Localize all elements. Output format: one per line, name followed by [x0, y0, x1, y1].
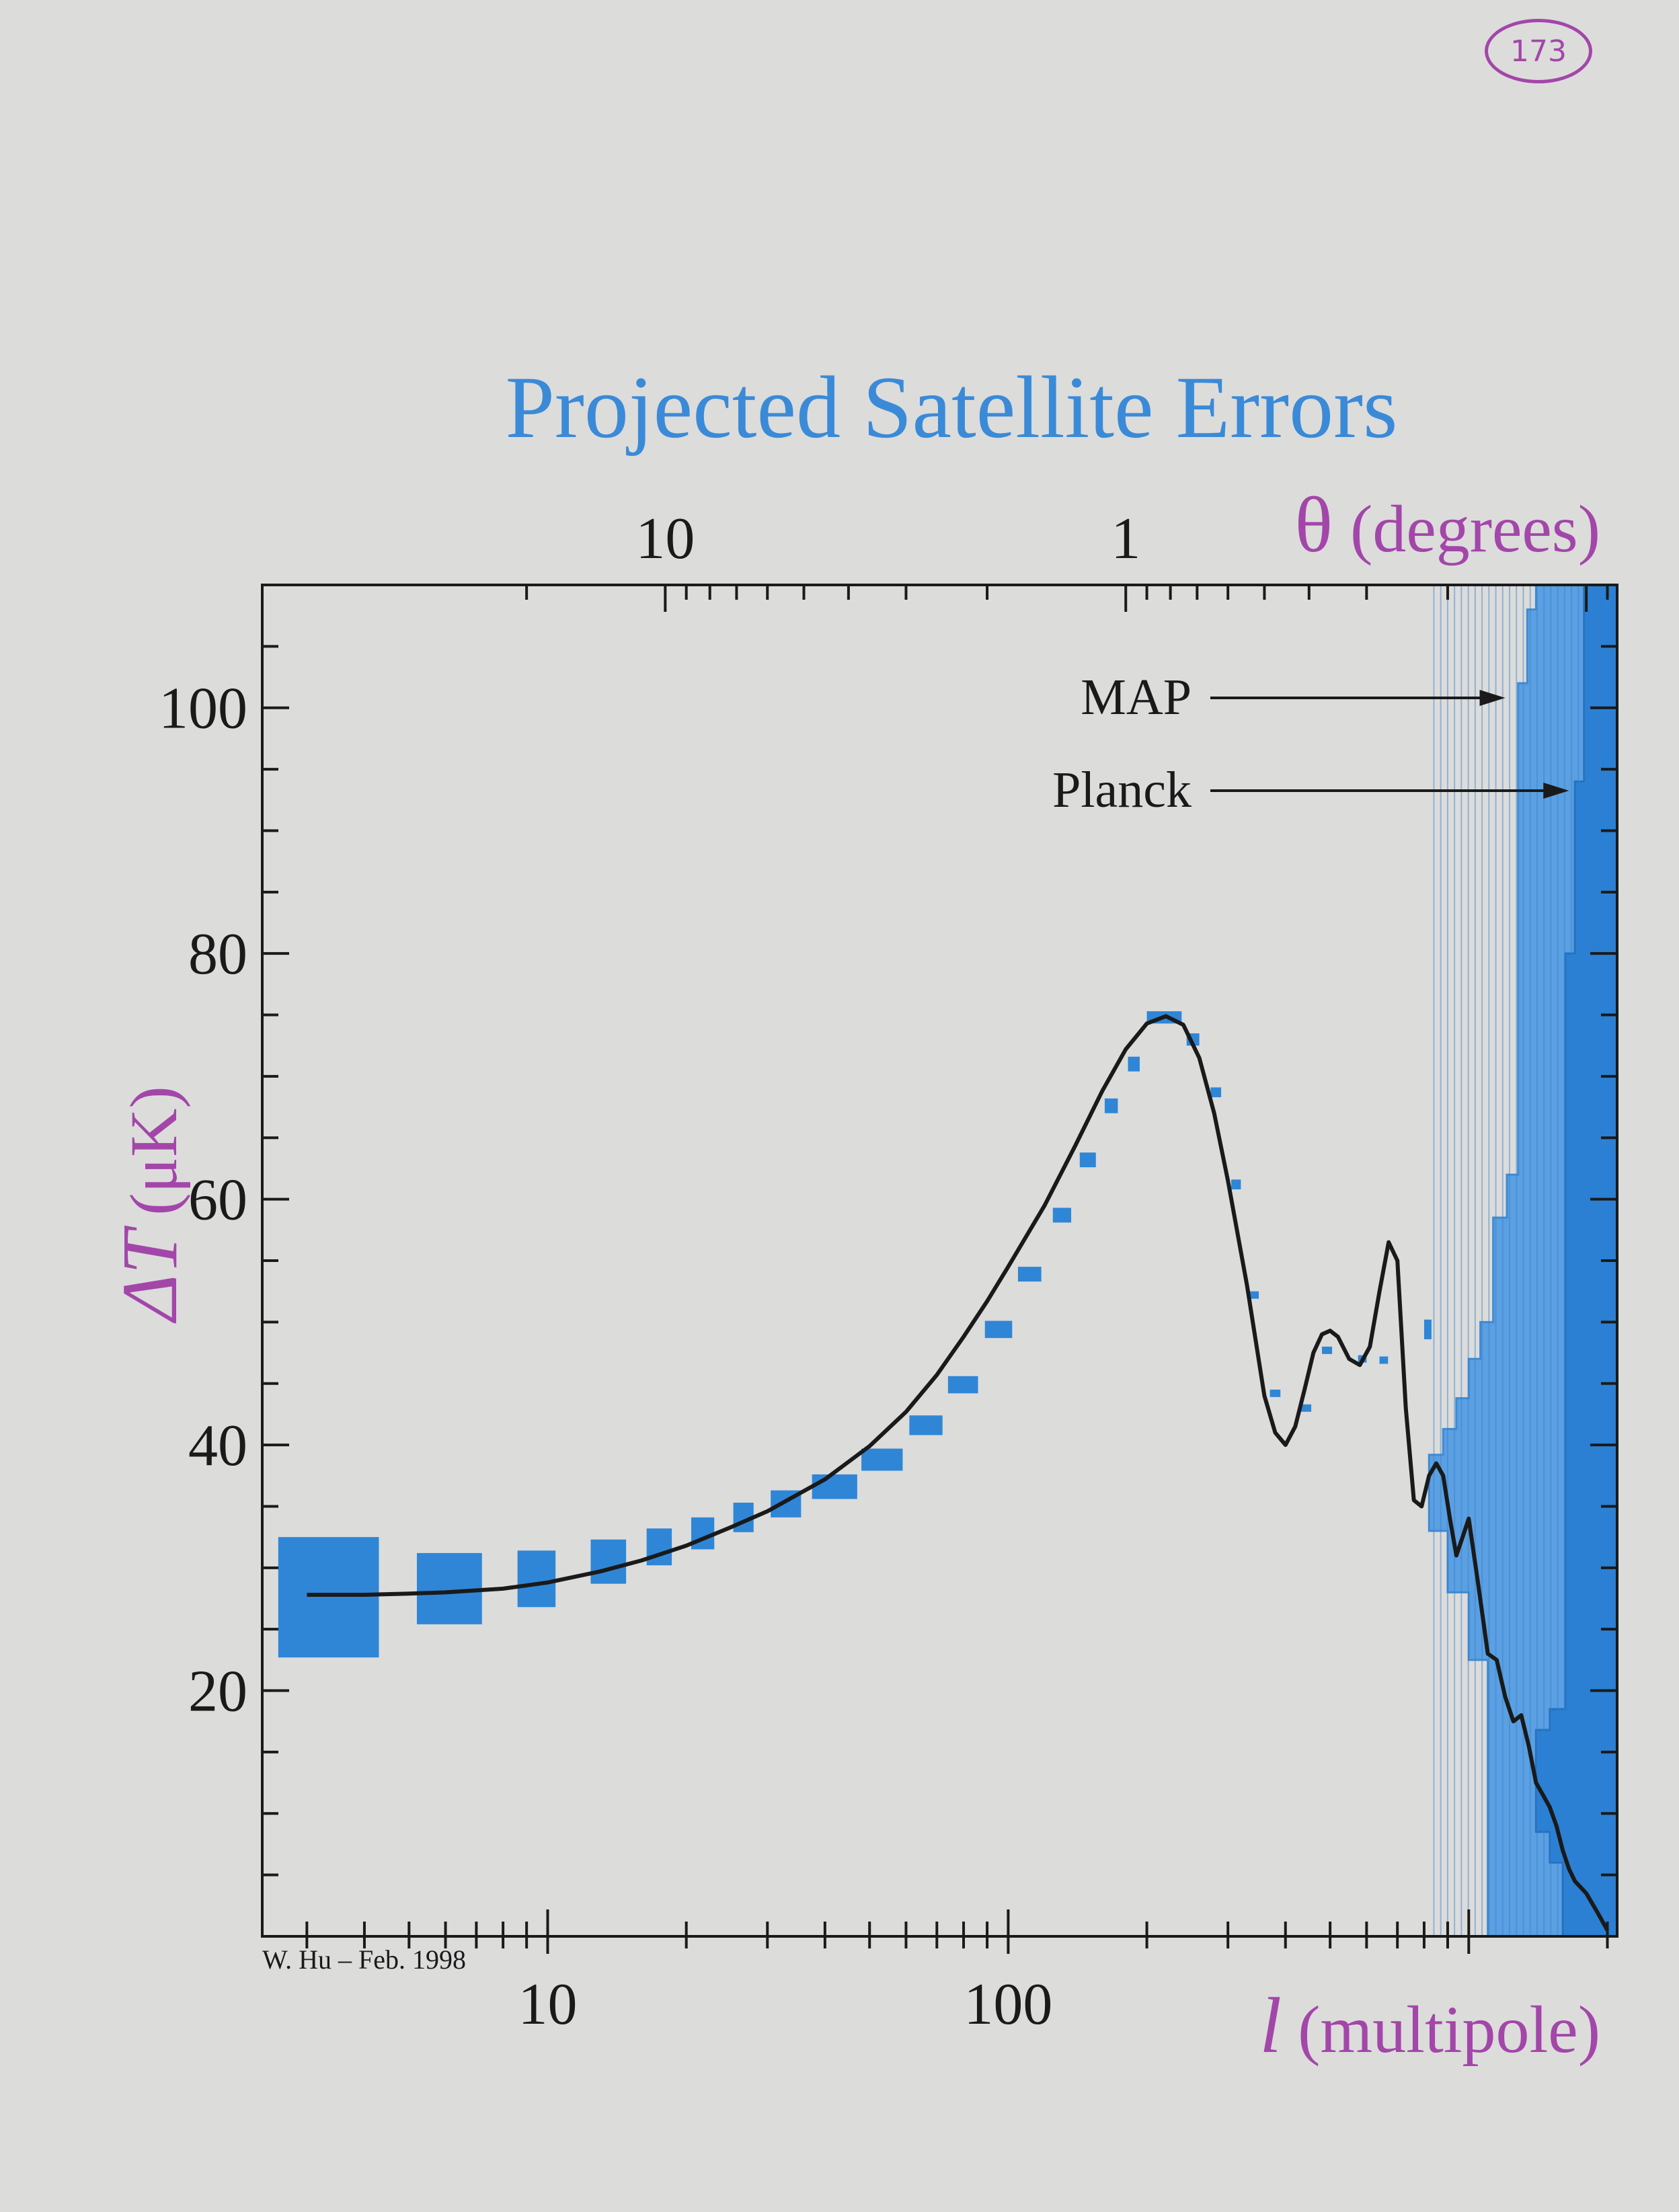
y-tick-label: 20	[188, 1659, 247, 1725]
data-box-4	[646, 1528, 672, 1566]
data-box-2	[517, 1550, 556, 1608]
data-box-15	[1079, 1152, 1096, 1168]
x-tick-label: 100	[964, 1972, 1052, 2037]
y-tick-label: 60	[188, 1168, 247, 1233]
data-box-12	[984, 1320, 1013, 1339]
y-axis-title: ΔT (μK)	[106, 1086, 194, 1323]
top-axis-symbol: θ	[1294, 481, 1333, 569]
data-box-22	[1250, 1291, 1259, 1299]
data-boxes	[278, 1011, 1432, 1658]
data-box-28	[1423, 1319, 1432, 1339]
theory-curve	[307, 1014, 1610, 1932]
y-axis-text: (μK)	[116, 1086, 191, 1215]
data-box-17	[1128, 1056, 1140, 1072]
x-tick-label: 10	[518, 1972, 577, 2037]
data-box-25	[1321, 1346, 1333, 1354]
top-tick-label: 1	[1111, 506, 1140, 571]
error-bands	[1428, 585, 1617, 1936]
data-box-21	[1231, 1179, 1241, 1190]
axes	[261, 584, 1618, 1954]
data-box-16	[1104, 1098, 1118, 1113]
annotation-map-label: MAP	[1081, 669, 1192, 725]
annotation-map-arrow-head	[1479, 690, 1506, 706]
data-box-20	[1210, 1087, 1222, 1097]
plot-frame	[261, 584, 1618, 1938]
data-box-27	[1379, 1356, 1389, 1364]
y-axis-symbol: ΔT	[106, 1225, 194, 1323]
data-box-11	[947, 1376, 978, 1394]
x-axis-text: (multipole)	[1298, 1992, 1600, 2067]
data-box-10	[909, 1415, 943, 1435]
theory-curve-layer	[307, 1014, 1610, 1932]
y-tick-label: 100	[159, 676, 247, 742]
data-box-24	[1300, 1404, 1312, 1412]
data-box-23	[1270, 1389, 1281, 1397]
top-axis-text: (degrees)	[1350, 491, 1600, 566]
annotation-planck-arrow-head	[1543, 783, 1569, 799]
x-axis-symbol: l	[1259, 1981, 1282, 2069]
top-axis-title: θ (degrees)	[1294, 481, 1600, 569]
chart-title: Projected Satellite Errors	[505, 358, 1398, 457]
credit-text: W. Hu – Feb. 1998	[262, 1944, 466, 1975]
annotations: MAP Planck	[1052, 669, 1569, 818]
top-tick-label: 10	[635, 506, 695, 571]
data-box-14	[1052, 1208, 1072, 1223]
data-box-9	[861, 1448, 903, 1471]
y-tick-label: 80	[188, 922, 247, 987]
page-number-text: 173	[1510, 34, 1567, 69]
data-box-3	[590, 1539, 627, 1584]
axis-labels: 10 100 10 1 20 40 60 80 100 l (multipole) θ (degrees…	[106, 481, 1600, 2069]
data-box-13	[1017, 1267, 1042, 1282]
planck-error-band	[1534, 585, 1617, 1936]
x-axis-title: l (multipole)	[1259, 1981, 1600, 2069]
data-box-0	[278, 1537, 379, 1658]
data-box-1	[416, 1552, 482, 1624]
y-tick-label: 40	[188, 1413, 247, 1478]
annotation-planck-label: Planck	[1052, 762, 1192, 818]
data-box-8	[812, 1474, 857, 1499]
page-number-stamp: 173	[1485, 19, 1592, 83]
